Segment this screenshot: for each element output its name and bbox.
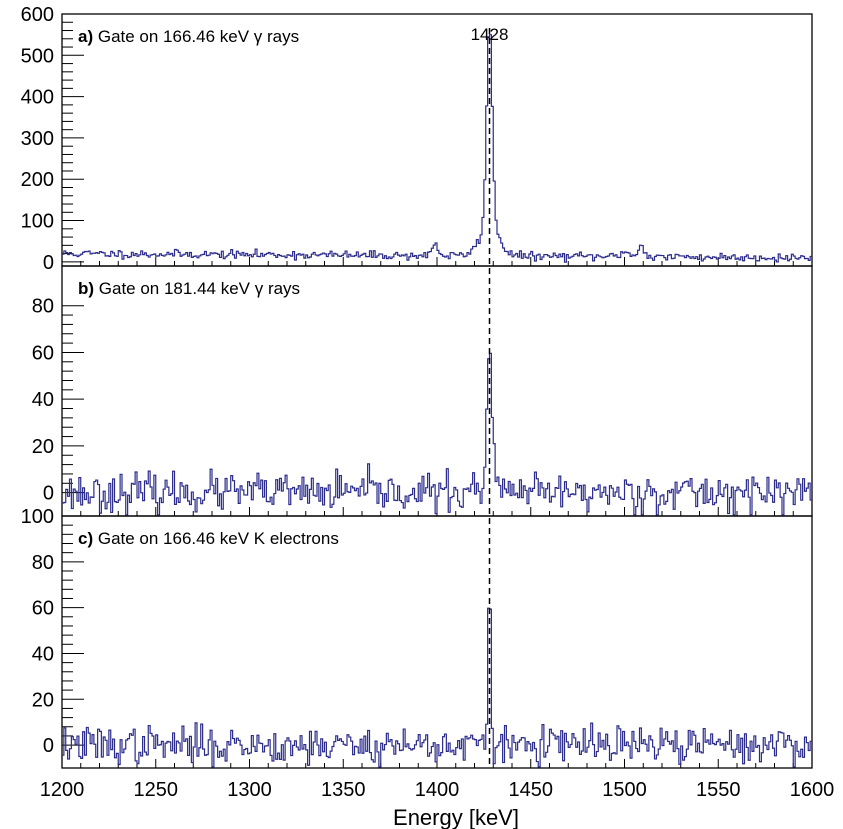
panel-b-title: Gate on 181.44 keV γ rays bbox=[94, 279, 300, 298]
panel-b-ytick-label: 40 bbox=[32, 389, 54, 411]
panel-a-ytick-label: 200 bbox=[21, 169, 54, 191]
peak-marker-label: 1428 bbox=[471, 25, 509, 44]
panel-b-letter: b) bbox=[78, 279, 94, 298]
x-tick-label: 1450 bbox=[509, 779, 554, 801]
panel-c-ytick-label: 20 bbox=[32, 689, 54, 711]
panel-a-ytick-label: 600 bbox=[21, 4, 54, 26]
panel-c-title: Gate on 166.46 keV K electrons bbox=[93, 529, 339, 548]
panel-c-ytick-label: 40 bbox=[32, 643, 54, 665]
x-tick-label: 1500 bbox=[602, 779, 647, 801]
panel-a-spectrum-line bbox=[62, 34, 812, 263]
panel-a-ytick-label: 500 bbox=[21, 45, 54, 67]
panel-b-ytick-label: 20 bbox=[32, 436, 54, 458]
x-tick-label: 1400 bbox=[415, 779, 460, 801]
panel-a-ytick-label: 400 bbox=[21, 87, 54, 109]
x-tick-label: 1550 bbox=[696, 779, 741, 801]
panel-a-ytick-label: 100 bbox=[21, 211, 54, 233]
panel-c-ytick-label: 60 bbox=[32, 598, 54, 620]
x-tick-label: 1350 bbox=[321, 779, 366, 801]
panel-c-frame bbox=[61, 515, 813, 769]
panel-b-spectrum-line bbox=[62, 352, 812, 516]
panel-a-ytick-label: 300 bbox=[21, 128, 54, 150]
panel-a-label: a) Gate on 166.46 keV γ rays bbox=[78, 27, 299, 46]
panel-c-letter: c) bbox=[78, 529, 93, 548]
panel-a-frame bbox=[61, 13, 813, 267]
panel-b-label: b) Gate on 181.44 keV γ rays bbox=[78, 279, 300, 298]
panel-a-letter: a) bbox=[78, 27, 93, 46]
panel-c-ytick-label: 0 bbox=[43, 735, 54, 757]
panel-b-ytick-label: 0 bbox=[43, 483, 54, 505]
x-tick-label: 1600 bbox=[790, 779, 835, 801]
panel-c-spectrum-line bbox=[62, 607, 812, 768]
panel-a-ytick-label: 0 bbox=[43, 252, 54, 274]
x-tick-label: 1300 bbox=[227, 779, 272, 801]
panel-c-ytick-label: 100 bbox=[21, 506, 54, 528]
panel-b-ytick-label: 80 bbox=[32, 296, 54, 318]
x-tick-label: 1250 bbox=[134, 779, 179, 801]
panel-b-ytick-label: 60 bbox=[32, 342, 54, 364]
panel-c-ytick-label: 80 bbox=[32, 552, 54, 574]
panel-c-label: c) Gate on 166.46 keV K electrons bbox=[78, 529, 339, 548]
x-tick-label: 1200 bbox=[40, 779, 85, 801]
panel-a-title: Gate on 166.46 keV γ rays bbox=[93, 27, 299, 46]
x-axis-title: Energy [keV] bbox=[393, 805, 519, 829]
